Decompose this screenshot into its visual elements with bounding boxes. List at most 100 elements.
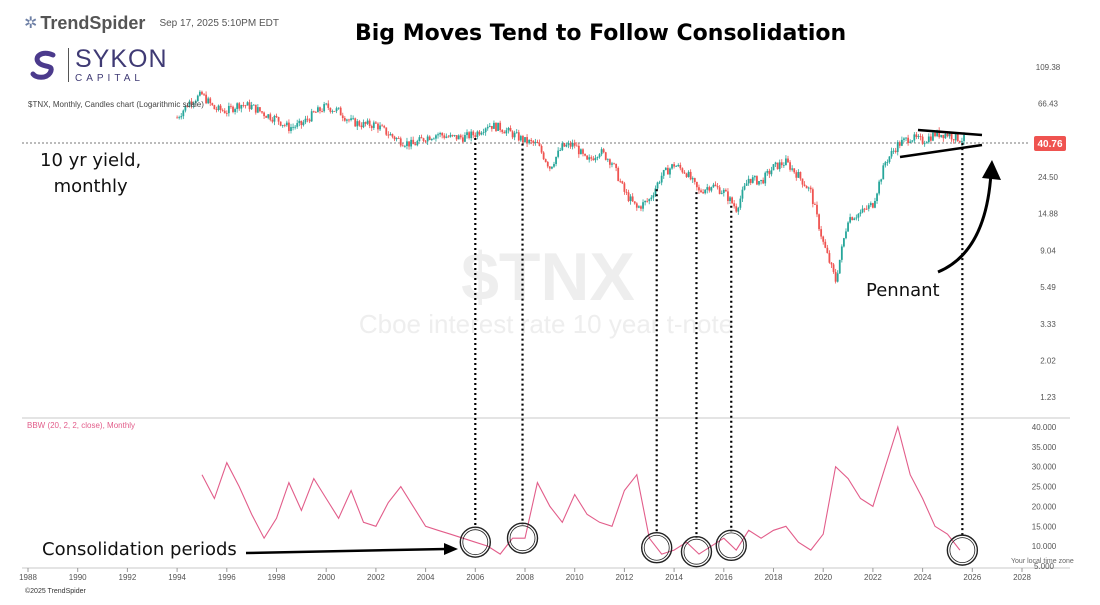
candle-body bbox=[331, 111, 334, 112]
price-tick-label: 24.50 bbox=[1038, 173, 1059, 182]
copyright: ©2025 TrendSpider bbox=[25, 588, 86, 595]
price-tick-label: 1.23 bbox=[1040, 393, 1056, 402]
candle-body bbox=[416, 141, 419, 146]
candle-body bbox=[389, 134, 392, 136]
candle-body bbox=[826, 247, 829, 254]
candle-body bbox=[869, 203, 872, 206]
candle-body bbox=[867, 205, 870, 209]
candle-body bbox=[288, 122, 290, 131]
candle-body bbox=[240, 105, 243, 109]
candle-body bbox=[905, 137, 907, 139]
candle-body bbox=[217, 105, 220, 110]
candle-series bbox=[176, 90, 965, 284]
candle-body bbox=[932, 132, 934, 141]
candle-body bbox=[263, 112, 265, 117]
candle-body bbox=[797, 172, 800, 178]
candle-body bbox=[352, 118, 355, 120]
candle-body bbox=[944, 133, 947, 139]
candle-body bbox=[401, 145, 404, 147]
consolidation-circle bbox=[506, 522, 539, 554]
candle-body bbox=[366, 120, 369, 124]
candle-body bbox=[290, 127, 292, 131]
bbw-tick-label: 5.000 bbox=[1034, 562, 1055, 571]
candle-body bbox=[876, 193, 878, 201]
candle-body bbox=[192, 102, 195, 105]
consolidation-circle-inner bbox=[462, 529, 489, 556]
candle-body bbox=[849, 217, 852, 223]
candle-body bbox=[325, 103, 328, 105]
candle-body bbox=[211, 103, 214, 106]
time-tick-label: 2020 bbox=[814, 573, 832, 582]
candle-body bbox=[698, 187, 700, 191]
brand-header: ✲ TrendSpider Sep 17, 2025 5:10PM EDT bbox=[24, 10, 279, 36]
candle-body bbox=[426, 136, 429, 142]
candle-body bbox=[553, 164, 555, 167]
candle-body bbox=[637, 206, 640, 208]
candle-body bbox=[795, 172, 798, 178]
bbw-tick-label: 20.000 bbox=[1032, 502, 1057, 511]
candle-body bbox=[731, 197, 733, 204]
candle-body bbox=[886, 162, 889, 163]
candle-body bbox=[664, 167, 667, 170]
candle-body bbox=[505, 130, 508, 134]
candle-body bbox=[627, 192, 630, 202]
candle-body bbox=[399, 138, 402, 146]
candle-body bbox=[230, 105, 232, 107]
candle-body bbox=[432, 138, 435, 140]
candle-body bbox=[874, 200, 876, 208]
candle-body bbox=[418, 137, 421, 142]
candle-body bbox=[629, 196, 632, 202]
candle-body bbox=[298, 120, 301, 124]
candle-body bbox=[716, 186, 719, 188]
time-tick-label: 2010 bbox=[566, 573, 584, 582]
candle-body bbox=[470, 131, 473, 139]
candle-body bbox=[917, 136, 920, 138]
candle-body bbox=[194, 101, 197, 103]
candle-body bbox=[271, 119, 274, 122]
candle-body bbox=[464, 135, 466, 142]
candle-body bbox=[925, 142, 928, 144]
candle-body bbox=[586, 155, 589, 160]
candle-body bbox=[538, 143, 541, 146]
candle-body bbox=[913, 134, 916, 141]
candle-body bbox=[611, 163, 613, 165]
candle-body bbox=[729, 197, 731, 202]
time-tick-label: 2014 bbox=[665, 573, 683, 582]
candle-body bbox=[534, 141, 537, 143]
consolidation-circle bbox=[459, 526, 491, 558]
candle-body bbox=[267, 114, 270, 118]
candle-body bbox=[615, 163, 618, 169]
candle-body bbox=[445, 136, 448, 138]
candle-body bbox=[403, 145, 406, 147]
candle-body bbox=[364, 122, 367, 124]
candle-body bbox=[704, 189, 707, 194]
candle-body bbox=[787, 158, 789, 163]
candle-body bbox=[712, 184, 715, 188]
candle-body bbox=[544, 159, 547, 163]
candle-body bbox=[414, 144, 417, 146]
pennant-lower-line bbox=[899, 143, 983, 159]
candle-body bbox=[234, 109, 236, 112]
candle-body bbox=[540, 145, 543, 153]
current-price-badge bbox=[1034, 136, 1066, 151]
candle-body bbox=[323, 104, 326, 112]
candle-body bbox=[279, 121, 282, 126]
candle-body bbox=[956, 133, 959, 142]
candle-body bbox=[772, 164, 775, 171]
price-tick-label: 66.43 bbox=[1038, 100, 1059, 109]
time-tick-label: 2026 bbox=[963, 573, 981, 582]
candle-body bbox=[646, 200, 649, 202]
candle-body bbox=[306, 118, 309, 120]
candle-body bbox=[248, 102, 251, 110]
candle-body bbox=[227, 105, 230, 114]
candle-body bbox=[743, 185, 746, 190]
candle-body bbox=[749, 178, 752, 183]
candle-body bbox=[563, 143, 566, 147]
candle-body bbox=[275, 115, 278, 118]
candle-body bbox=[814, 204, 816, 205]
candle-body bbox=[517, 132, 520, 141]
brand-name: TrendSpider bbox=[40, 12, 146, 33]
candle-body bbox=[666, 167, 669, 175]
price-tick-label: 5.49 bbox=[1040, 283, 1056, 292]
